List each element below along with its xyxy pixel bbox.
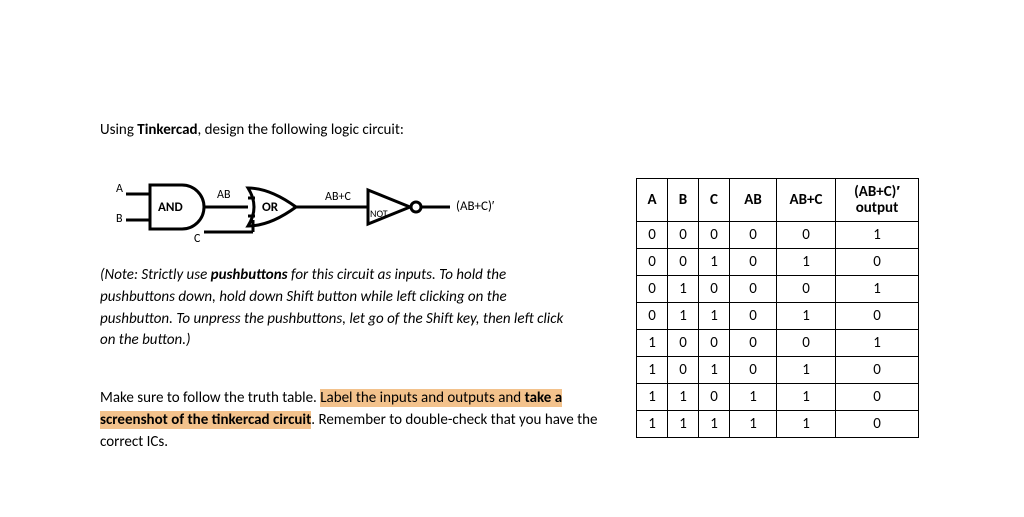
table-cell: 0: [777, 330, 836, 357]
table-cell: 0: [699, 330, 730, 357]
label-or: OR: [262, 200, 279, 215]
table-cell: 0: [668, 357, 699, 384]
note-bold: pushbuttons: [211, 266, 288, 284]
table-row: 010001: [637, 276, 919, 303]
table-cell: 1: [637, 411, 668, 438]
table-cell: 1: [668, 411, 699, 438]
table-cell: 1: [777, 384, 836, 411]
table-row: 110110: [637, 384, 919, 411]
table-cell: 1: [836, 276, 919, 303]
table-cell: 0: [668, 330, 699, 357]
table-cell: 0: [730, 303, 777, 330]
label-not: NOT: [370, 207, 388, 220]
table-cell: 0: [637, 303, 668, 330]
table-cell: 1: [699, 411, 730, 438]
table-cell: 0: [730, 249, 777, 276]
instruction-paragraph: Make sure to follow the truth table. Lab…: [100, 388, 600, 453]
note-paragraph: (Note: Strictly use pushbuttons for this…: [100, 265, 575, 352]
table-header-cell: B: [668, 179, 699, 222]
table-cell: 0: [836, 249, 919, 276]
label-b: B: [116, 212, 123, 226]
table-row: 001010: [637, 249, 919, 276]
table-cell: 1: [730, 411, 777, 438]
table-cell: 0: [699, 276, 730, 303]
table-row: 101010: [637, 357, 919, 384]
p2-mid: and: [495, 389, 525, 407]
label-a: A: [116, 182, 123, 196]
table-cell: 0: [777, 222, 836, 249]
table-cell: 1: [730, 384, 777, 411]
table-cell: 0: [699, 222, 730, 249]
p2-pre: Make sure to follow the truth table.: [100, 389, 320, 407]
p2-hl1: Label the inputs and outputs: [320, 389, 495, 407]
table-row: 011010: [637, 303, 919, 330]
header-line2: output: [840, 200, 914, 217]
table-cell: 1: [699, 357, 730, 384]
table-cell: 0: [668, 249, 699, 276]
intro-paragraph: Using Tinkercad, design the following lo…: [100, 120, 620, 141]
intro-post: , design the following logic circuit:: [198, 121, 404, 139]
table-cell: 1: [777, 303, 836, 330]
note-pre: (Note: Strictly use: [100, 266, 211, 284]
table-row: 100001: [637, 330, 919, 357]
truth-table-head: ABCABAB+C(AB+C)′output: [637, 179, 919, 222]
table-cell: 0: [668, 222, 699, 249]
table-cell: 1: [777, 411, 836, 438]
table-cell: 0: [836, 411, 919, 438]
table-cell: 1: [777, 357, 836, 384]
table-cell: 0: [836, 303, 919, 330]
table-header-cell: A: [637, 179, 668, 222]
page: Using Tinkercad, design the following lo…: [0, 0, 1024, 517]
table-cell: 1: [668, 276, 699, 303]
table-cell: 1: [637, 357, 668, 384]
truth-table: ABCABAB+C(AB+C)′output 00000100101001000…: [636, 178, 919, 438]
circuit-svg: A B C AND OR NOT AB AB+C (AB+C)′: [110, 170, 530, 250]
table-cell: 0: [699, 384, 730, 411]
table-header-cell: (AB+C)′output: [836, 179, 919, 222]
table-cell: 0: [730, 357, 777, 384]
intro-pre: Using: [100, 121, 137, 139]
table-row: 111110: [637, 411, 919, 438]
table-cell: 1: [836, 330, 919, 357]
label-output: (AB+C)′: [456, 199, 495, 214]
table-cell: 0: [836, 357, 919, 384]
table-header-cell: AB: [730, 179, 777, 222]
table-cell: 0: [730, 330, 777, 357]
table-row: 000001: [637, 222, 919, 249]
table-header-cell: AB+C: [777, 179, 836, 222]
label-abc: AB+C: [325, 190, 351, 204]
table-cell: 1: [777, 249, 836, 276]
intro-bold: Tinkercad: [137, 121, 197, 139]
table-cell: 0: [637, 276, 668, 303]
table-cell: 1: [637, 330, 668, 357]
table-cell: 1: [699, 249, 730, 276]
label-ab: AB: [217, 188, 231, 202]
truth-table-header-row: ABCABAB+C(AB+C)′output: [637, 179, 919, 222]
table-header-cell: C: [699, 179, 730, 222]
table-cell: 1: [699, 303, 730, 330]
table-cell: 0: [637, 249, 668, 276]
table-cell: 0: [637, 222, 668, 249]
table-cell: 0: [836, 384, 919, 411]
table-cell: 0: [730, 222, 777, 249]
table-cell: 0: [730, 276, 777, 303]
table-cell: 1: [668, 384, 699, 411]
table-cell: 1: [836, 222, 919, 249]
label-c: C: [194, 232, 201, 246]
label-and: AND: [158, 200, 183, 215]
not-bubble: [411, 202, 421, 212]
table-cell: 1: [668, 303, 699, 330]
logic-circuit-diagram: A B C AND OR NOT AB AB+C (AB+C)′: [110, 170, 530, 250]
header-line1: (AB+C)′: [840, 184, 914, 201]
table-cell: 0: [777, 276, 836, 303]
table-cell: 1: [637, 384, 668, 411]
truth-table-body: 0000010010100100010110101000011010101101…: [637, 222, 919, 438]
